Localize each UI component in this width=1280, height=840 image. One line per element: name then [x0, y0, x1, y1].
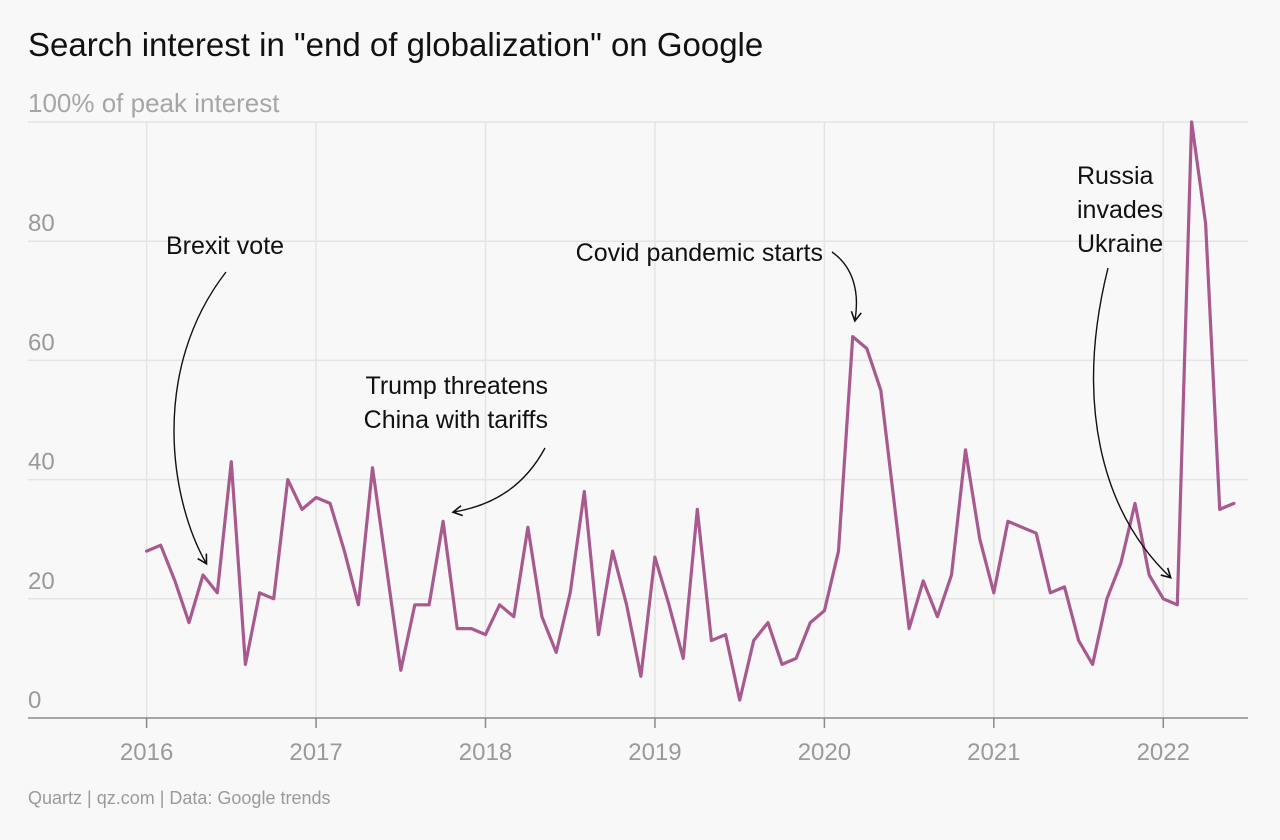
annotation-line: Ukraine: [1077, 230, 1163, 258]
annotation-line: China with tariffs: [364, 406, 548, 434]
x-tick-label: 2021: [967, 739, 1020, 766]
annotation-arrow: [173, 271, 227, 566]
annotation-label: Russia invades Ukraine: [1077, 162, 1163, 258]
x-tick-label: 2016: [120, 739, 173, 766]
y-tick-label: 20: [28, 568, 55, 595]
y-tick-label: 80: [28, 210, 55, 237]
annotation-line: invades: [1077, 196, 1163, 224]
x-tick-label: 2017: [289, 739, 342, 766]
annotation-arrow: [451, 447, 546, 517]
annotation-label: Trump threatens China with tariffs: [364, 372, 548, 434]
annotation-line: Brexit vote: [166, 232, 284, 260]
y-tick-label: 40: [28, 449, 55, 476]
x-tick-label: 2018: [459, 739, 512, 766]
x-tick-label: 2022: [1137, 739, 1190, 766]
source-note: Quartz | qz.com | Data: Google trends: [28, 788, 331, 808]
annotation-arrow: [1092, 267, 1172, 579]
annotation-line: Covid pandemic starts: [576, 239, 823, 267]
x-tick-label: 2019: [628, 739, 681, 766]
y-tick-label: 60: [28, 329, 55, 356]
annotation-line: Russia: [1077, 162, 1154, 190]
chart-title: Search interest in "end of globalization…: [28, 26, 764, 63]
annotation-label: Covid pandemic starts: [576, 239, 823, 267]
y-axis-label: 100% of peak interest: [28, 88, 280, 118]
annotation-arrow: [831, 251, 862, 323]
series-line: [145, 120, 1236, 702]
y-tick-label: 0: [28, 687, 41, 714]
annotation-line: Trump threatens: [366, 372, 548, 400]
x-tick-label: 2020: [798, 739, 851, 766]
annotation-label: Brexit vote: [166, 232, 284, 260]
